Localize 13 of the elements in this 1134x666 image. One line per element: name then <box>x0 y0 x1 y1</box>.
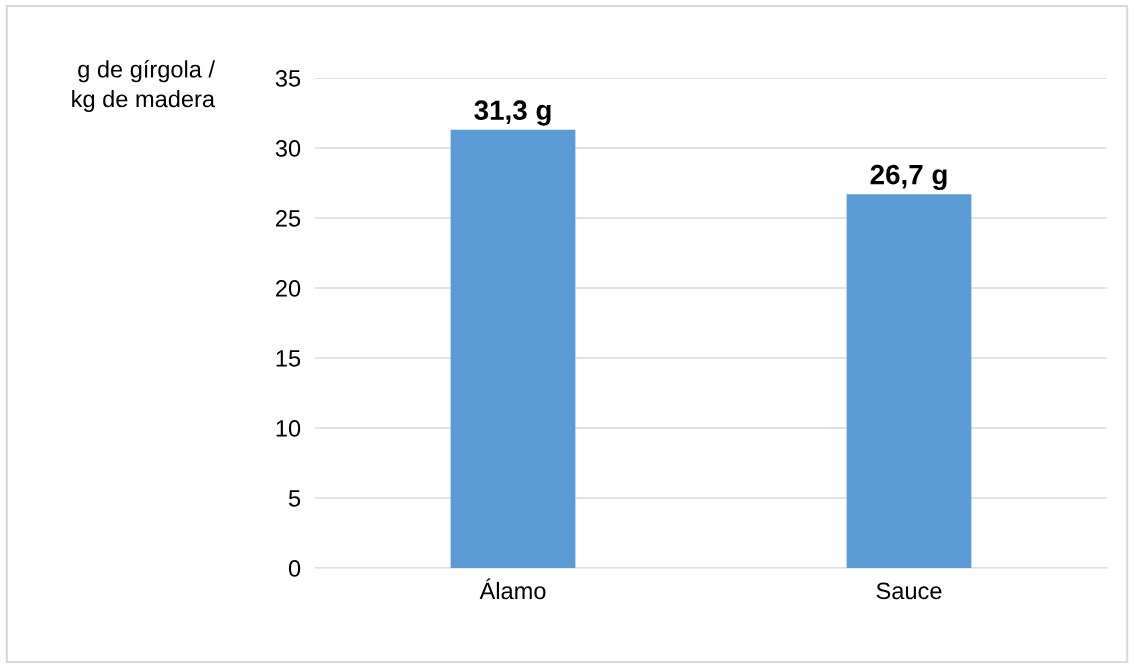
y-tick-label: 20 <box>276 280 301 297</box>
x-tick-label: Álamo <box>479 578 546 600</box>
y-axis-title: g de gírgola / kg de madera <box>72 60 216 112</box>
data-label: 31,3 g <box>474 100 551 126</box>
y-tick-label: 35 <box>275 70 301 87</box>
data-label: 26,7 g <box>870 164 947 191</box>
y-tick-label: 30 <box>275 140 301 157</box>
y-tick-label: 10 <box>276 420 301 437</box>
y-tick-label: 0 <box>288 560 301 577</box>
x-tick-label: Sauce <box>876 582 942 600</box>
y-tick-label: 5 <box>288 490 301 507</box>
y-tick-label: 25 <box>276 210 301 227</box>
y-tick-label: 15 <box>276 350 301 367</box>
